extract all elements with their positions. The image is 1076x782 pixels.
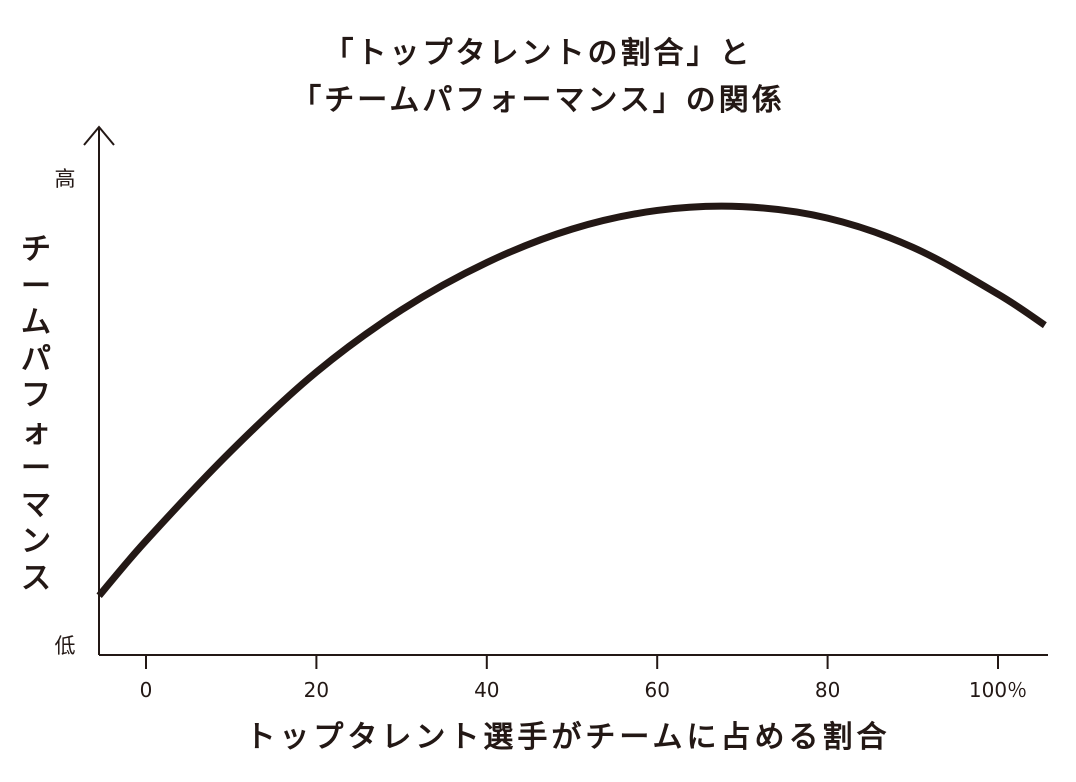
x-tick-label-20: 20 <box>304 678 329 702</box>
y-axis-title: チームパフォーマンス <box>14 232 58 597</box>
y-axis-title-char: ン <box>21 524 51 559</box>
x-tick-label-60: 60 <box>644 678 669 702</box>
y-axis-arrowhead <box>83 125 115 146</box>
y-axis-title-char: ォ <box>21 414 51 450</box>
x-axis-title: トップタレント選手がチームに占める割合 <box>245 720 891 755</box>
x-tick-label-80: 80 <box>815 678 840 702</box>
y-axis-title-char: チ <box>21 232 51 267</box>
y-axis-title-char: ー <box>21 451 51 486</box>
y-axis-low-label: 低 <box>55 634 76 658</box>
y-axis-title-char: ム <box>21 305 51 340</box>
y-axis-title-char: フ <box>21 378 51 413</box>
y-axis-high-label: 高 <box>55 167 76 191</box>
chart-title: 「トップタレントの割合」と 「チームパフォーマンス」の関係 <box>0 30 1076 124</box>
chart-title-line-2: 「チームパフォーマンス」の関係 <box>291 83 785 118</box>
x-tick-label-40: 40 <box>474 678 499 702</box>
x-axis-ticks: 0 20 40 60 80 100％ <box>140 655 1027 702</box>
y-axis-title-char: パ <box>21 341 51 377</box>
performance-curve <box>96 202 1047 599</box>
x-tick-label-100: 100％ <box>969 678 1027 702</box>
chart-title-line-1: 「トップタレントの割合」と <box>323 36 753 71</box>
y-axis-title-char: ー <box>21 268 51 304</box>
y-axis-title-char: マ <box>21 487 51 523</box>
y-axis-title-char: ス <box>21 560 51 596</box>
x-tick-label-0: 0 <box>140 678 153 702</box>
